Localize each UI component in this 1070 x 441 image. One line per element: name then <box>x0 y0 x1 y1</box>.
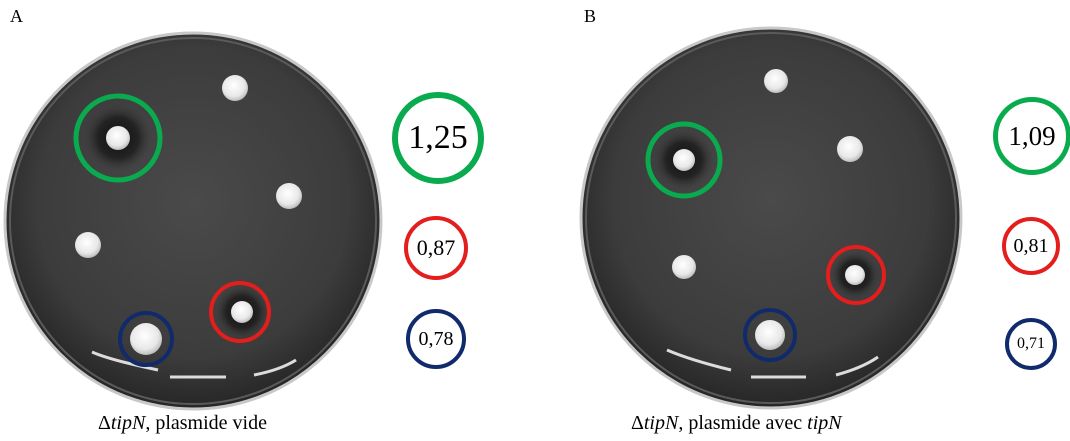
colony <box>106 126 130 150</box>
ring-green-a <box>73 93 163 183</box>
colony <box>764 69 788 93</box>
colony <box>276 183 302 209</box>
caption-b: ΔtipN, plasmide avec tipN <box>631 412 842 434</box>
value-green-a: 1,25 <box>408 119 468 156</box>
ring-red-b <box>826 245 886 305</box>
colony <box>672 255 696 279</box>
panel-letter-a: A <box>10 6 23 26</box>
colony <box>222 75 248 101</box>
value-circle-green-a: 1,25 <box>392 92 484 184</box>
ring-navy-b <box>743 308 797 362</box>
value-navy-b: 0,71 <box>1017 335 1045 352</box>
colony <box>837 136 863 162</box>
value-circle-navy-b: 0,71 <box>1005 318 1057 370</box>
value-navy-a: 0,78 <box>418 327 454 350</box>
colony <box>231 301 253 323</box>
colony <box>845 265 865 285</box>
petri-dish-a <box>3 31 383 411</box>
colony <box>755 320 785 350</box>
colony <box>75 232 101 258</box>
value-circle-green-b: 1,09 <box>993 97 1070 175</box>
ring-red-a <box>209 281 271 343</box>
petri-dish-b <box>579 26 963 410</box>
caption-a: ΔtipN, plasmide vide <box>98 412 267 434</box>
ring-navy-a <box>118 311 174 367</box>
value-circle-red-a: 0,87 <box>404 216 468 280</box>
value-green-b: 1,09 <box>1008 120 1056 151</box>
value-circle-red-b: 0,81 <box>1002 217 1060 275</box>
value-red-b: 0,81 <box>1013 234 1049 257</box>
colony <box>130 323 162 355</box>
ring-green-b <box>645 121 723 199</box>
panel-letter-b: B <box>584 6 597 26</box>
value-red-a: 0,87 <box>416 235 456 260</box>
colony <box>673 149 695 171</box>
value-circle-navy-a: 0,78 <box>406 309 466 369</box>
